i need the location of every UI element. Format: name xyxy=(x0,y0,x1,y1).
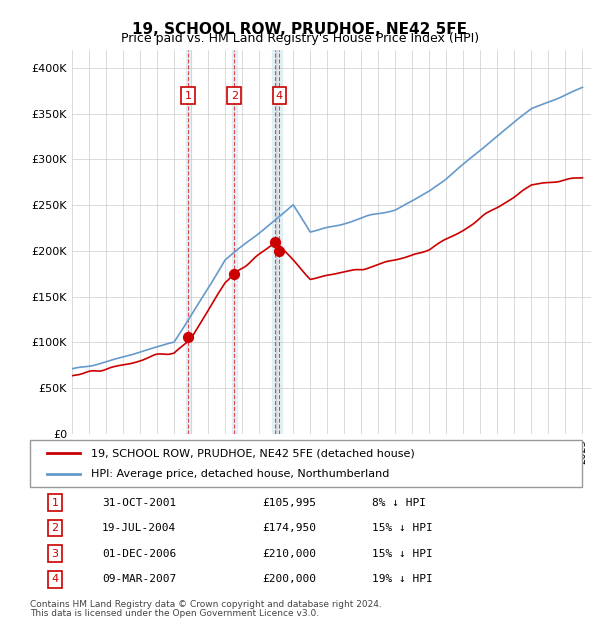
Bar xyxy=(232,50,237,434)
Text: £210,000: £210,000 xyxy=(262,549,316,559)
Text: 31-OCT-2001: 31-OCT-2001 xyxy=(102,498,176,508)
Bar xyxy=(277,50,282,434)
Point xyxy=(275,246,284,256)
Bar xyxy=(185,50,191,434)
Text: 3: 3 xyxy=(52,549,58,559)
Text: 19-JUL-2004: 19-JUL-2004 xyxy=(102,523,176,533)
FancyBboxPatch shape xyxy=(30,440,582,487)
Text: 2: 2 xyxy=(51,523,58,533)
Text: 1: 1 xyxy=(185,91,192,100)
Text: £174,950: £174,950 xyxy=(262,523,316,533)
Text: This data is licensed under the Open Government Licence v3.0.: This data is licensed under the Open Gov… xyxy=(30,609,319,618)
Text: 4: 4 xyxy=(51,574,58,584)
Text: 19, SCHOOL ROW, PRUDHOE, NE42 5FE: 19, SCHOOL ROW, PRUDHOE, NE42 5FE xyxy=(133,22,467,37)
Text: 09-MAR-2007: 09-MAR-2007 xyxy=(102,574,176,584)
Text: HPI: Average price, detached house, Northumberland: HPI: Average price, detached house, Nort… xyxy=(91,469,389,479)
Text: 1: 1 xyxy=(52,498,58,508)
Text: 15% ↓ HPI: 15% ↓ HPI xyxy=(372,523,433,533)
Point xyxy=(230,269,239,279)
Text: 4: 4 xyxy=(276,91,283,100)
Text: £105,995: £105,995 xyxy=(262,498,316,508)
Text: Contains HM Land Registry data © Crown copyright and database right 2024.: Contains HM Land Registry data © Crown c… xyxy=(30,600,382,609)
Text: 01-DEC-2006: 01-DEC-2006 xyxy=(102,549,176,559)
Text: 2: 2 xyxy=(231,91,238,100)
Text: £200,000: £200,000 xyxy=(262,574,316,584)
Point xyxy=(270,237,280,247)
Text: 15% ↓ HPI: 15% ↓ HPI xyxy=(372,549,433,559)
Text: 19, SCHOOL ROW, PRUDHOE, NE42 5FE (detached house): 19, SCHOOL ROW, PRUDHOE, NE42 5FE (detac… xyxy=(91,448,415,458)
Text: Price paid vs. HM Land Registry's House Price Index (HPI): Price paid vs. HM Land Registry's House … xyxy=(121,32,479,45)
Text: 19% ↓ HPI: 19% ↓ HPI xyxy=(372,574,433,584)
Text: 8% ↓ HPI: 8% ↓ HPI xyxy=(372,498,426,508)
Bar xyxy=(272,50,277,434)
Point xyxy=(184,332,193,342)
